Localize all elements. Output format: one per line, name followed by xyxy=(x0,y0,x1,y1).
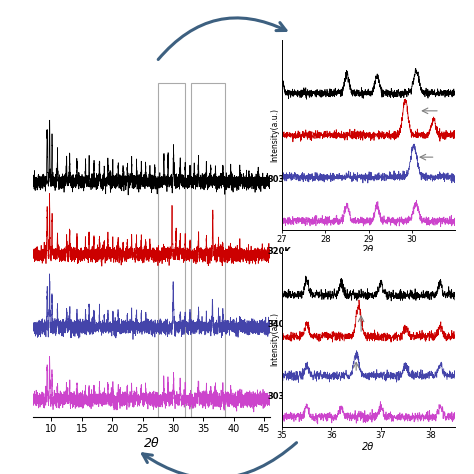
Text: 340K: 340K xyxy=(267,319,291,328)
Bar xyxy=(191,83,225,417)
Y-axis label: Intensity(a.u.): Intensity(a.u.) xyxy=(270,108,279,162)
FancyArrowPatch shape xyxy=(158,18,286,59)
Text: 303K: 303K xyxy=(267,174,291,183)
Y-axis label: Intensity(a.u.): Intensity(a.u.) xyxy=(270,312,279,366)
X-axis label: 2θ: 2θ xyxy=(363,442,374,452)
FancyArrowPatch shape xyxy=(143,443,297,474)
X-axis label: 2θ: 2θ xyxy=(144,437,159,450)
Text: 320K: 320K xyxy=(267,247,291,256)
Text: 303K: 303K xyxy=(267,392,291,401)
X-axis label: 2θ: 2θ xyxy=(363,245,374,255)
Bar xyxy=(158,83,185,417)
